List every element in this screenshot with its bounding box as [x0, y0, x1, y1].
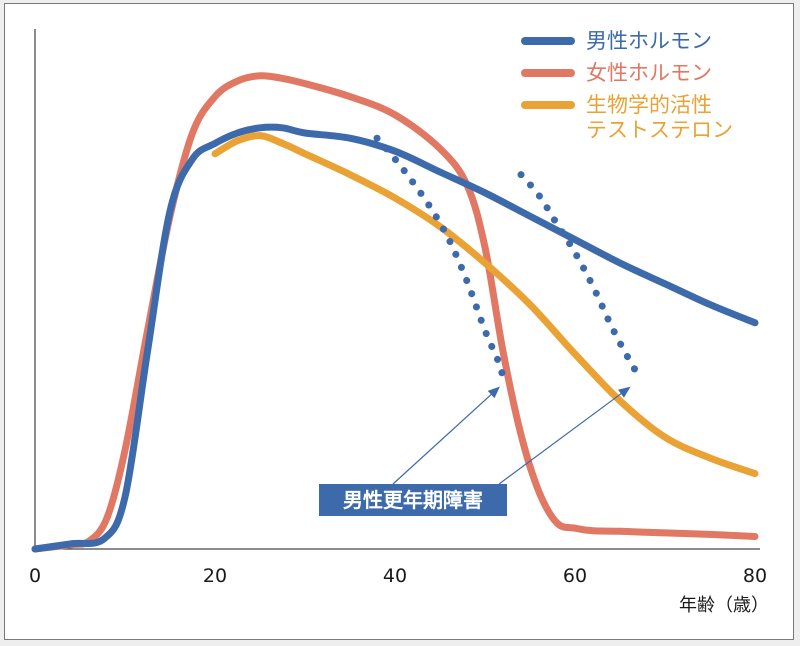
legend-label: 女性ホルモン: [586, 61, 712, 85]
annotation: 男性更年期障害: [319, 386, 631, 516]
x-tick-label: 0: [29, 565, 41, 587]
x-tick-label: 40: [383, 565, 407, 587]
annotation-label: 男性更年期障害: [343, 488, 483, 512]
legend-label: 生物学的活性: [586, 93, 712, 117]
series-line: [31, 123, 759, 553]
x-tick-labels: 0 20 40 60 80: [29, 565, 767, 587]
chart-frame: 0 20 40 60 80 男性ホルモン 女性ホルモン 生物学的活性 テストステロン 男性更年…: [4, 3, 794, 640]
series-layer: [31, 72, 759, 553]
x-tick-label: 20: [203, 565, 227, 587]
series-line-dotted: [517, 171, 642, 381]
annotation-box: [319, 484, 507, 516]
x-tick-label: 60: [563, 565, 587, 587]
legend-label: 男性ホルモン: [586, 29, 712, 53]
x-tick-label: 80: [743, 565, 767, 587]
legend-label: テストステロン: [586, 118, 733, 142]
annotation-arrow-1: [392, 386, 500, 485]
axes: [34, 29, 760, 550]
annotation-arrow-2: [498, 386, 631, 485]
series-line-dotted: [373, 134, 507, 381]
series-line: [31, 72, 759, 553]
series-line: [211, 132, 759, 478]
x-axis-title: 年齢（歳）: [679, 595, 769, 616]
